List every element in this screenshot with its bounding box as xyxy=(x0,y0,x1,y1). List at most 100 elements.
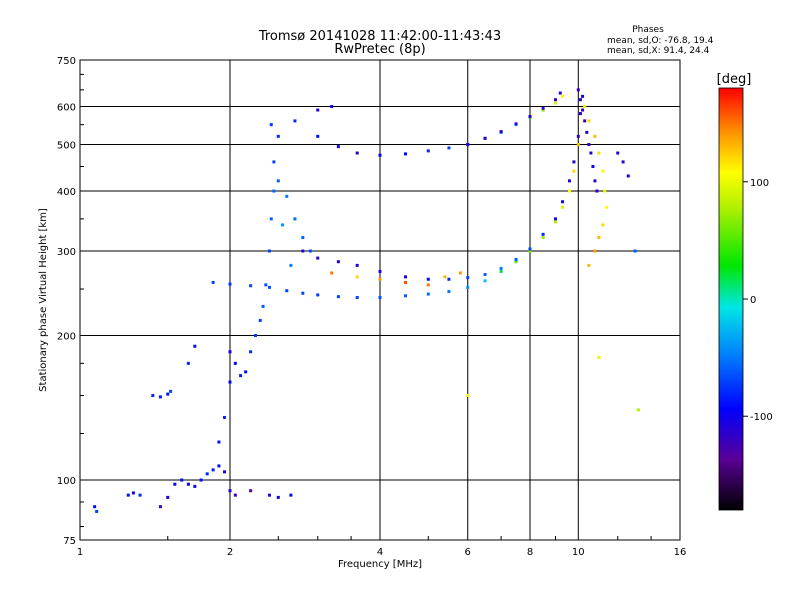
data-point xyxy=(285,194,289,198)
data-point xyxy=(483,279,487,283)
data-point xyxy=(151,394,155,398)
data-point xyxy=(426,283,430,287)
data-point xyxy=(186,361,190,365)
data-point xyxy=(426,277,430,281)
data-point xyxy=(528,247,532,251)
y-tick-label: 500 xyxy=(57,141,76,152)
data-point xyxy=(576,143,580,147)
data-point xyxy=(276,179,280,183)
data-point xyxy=(483,136,487,140)
data-point xyxy=(166,392,170,396)
data-point xyxy=(330,271,334,275)
data-point xyxy=(269,123,273,127)
data-point xyxy=(447,290,451,294)
data-point xyxy=(166,495,170,499)
data-point xyxy=(180,478,184,482)
data-point xyxy=(605,205,609,209)
data-point xyxy=(621,160,625,164)
plot-frame xyxy=(79,59,681,541)
data-point xyxy=(466,276,470,280)
data-point xyxy=(514,260,518,264)
data-point xyxy=(558,91,562,95)
data-point xyxy=(131,491,135,495)
data-point xyxy=(211,468,215,472)
data-point xyxy=(587,143,591,147)
data-point xyxy=(293,119,297,123)
data-point xyxy=(567,179,571,183)
data-point xyxy=(583,105,587,109)
data-point xyxy=(244,370,248,374)
stats-x: mean, sd,X: 91.4, 24.4 xyxy=(607,46,710,56)
data-point xyxy=(272,189,276,193)
data-point xyxy=(541,236,545,240)
data-point xyxy=(514,122,518,126)
data-point xyxy=(601,223,605,227)
data-point xyxy=(355,151,359,155)
data-point xyxy=(587,263,591,267)
data-point xyxy=(403,280,407,284)
data-point xyxy=(499,130,503,134)
data-point xyxy=(158,395,162,399)
x-tick-label: 6 xyxy=(465,547,471,558)
data-point xyxy=(576,134,580,138)
axis-ticks: 1 2 4 6 8 10 16 75 100 200 300 400 500 600 750 xyxy=(57,56,686,558)
data-point xyxy=(593,179,597,183)
y-tick-label: 400 xyxy=(57,187,76,198)
data-point xyxy=(355,275,359,279)
colorbar xyxy=(718,87,744,511)
x-tick-label: 16 xyxy=(674,547,687,558)
data-point xyxy=(616,151,620,155)
data-point xyxy=(126,493,130,497)
data-point xyxy=(285,289,289,293)
data-point xyxy=(336,260,340,264)
y-tick-label: 600 xyxy=(57,103,76,114)
data-point xyxy=(403,294,407,298)
data-point xyxy=(205,472,209,476)
data-point xyxy=(267,285,271,289)
data-point xyxy=(553,98,557,102)
data-point xyxy=(186,482,190,486)
data-point xyxy=(228,282,232,286)
chart-title: Tromsø 20141028 11:42:00-11:43:43 xyxy=(258,29,501,44)
data-point xyxy=(593,249,597,253)
data-point xyxy=(269,217,273,221)
data-point xyxy=(355,296,359,300)
data-point xyxy=(233,361,237,365)
data-point xyxy=(316,134,320,138)
data-point xyxy=(636,408,640,412)
data-point xyxy=(336,145,340,149)
data-point xyxy=(585,130,589,134)
data-point xyxy=(597,355,601,359)
data-point xyxy=(589,151,593,155)
data-point xyxy=(567,189,571,193)
data-point xyxy=(316,256,320,260)
data-point xyxy=(228,350,232,354)
data-point xyxy=(597,236,601,240)
data-point xyxy=(301,291,305,295)
data-point xyxy=(217,440,221,444)
data-point xyxy=(301,249,305,253)
data-point xyxy=(581,108,585,112)
y-tick-label: 750 xyxy=(57,56,76,67)
y-tick-label: 75 xyxy=(63,536,76,547)
data-point xyxy=(499,269,503,273)
data-point xyxy=(301,236,305,240)
data-point xyxy=(253,334,257,338)
data-point xyxy=(223,415,227,419)
data-point xyxy=(378,277,382,281)
data-point xyxy=(483,273,487,277)
data-point xyxy=(199,478,203,482)
data-point xyxy=(336,295,340,299)
x-tick-label: 2 xyxy=(227,547,233,558)
data-point xyxy=(138,493,142,497)
data-point xyxy=(223,470,227,474)
data-point xyxy=(583,119,587,123)
grid-lines xyxy=(80,60,680,540)
data-point xyxy=(308,249,312,253)
data-point xyxy=(158,505,162,509)
data-point xyxy=(633,249,637,253)
data-point xyxy=(499,266,503,270)
data-point xyxy=(281,223,285,227)
data-point xyxy=(228,380,232,384)
